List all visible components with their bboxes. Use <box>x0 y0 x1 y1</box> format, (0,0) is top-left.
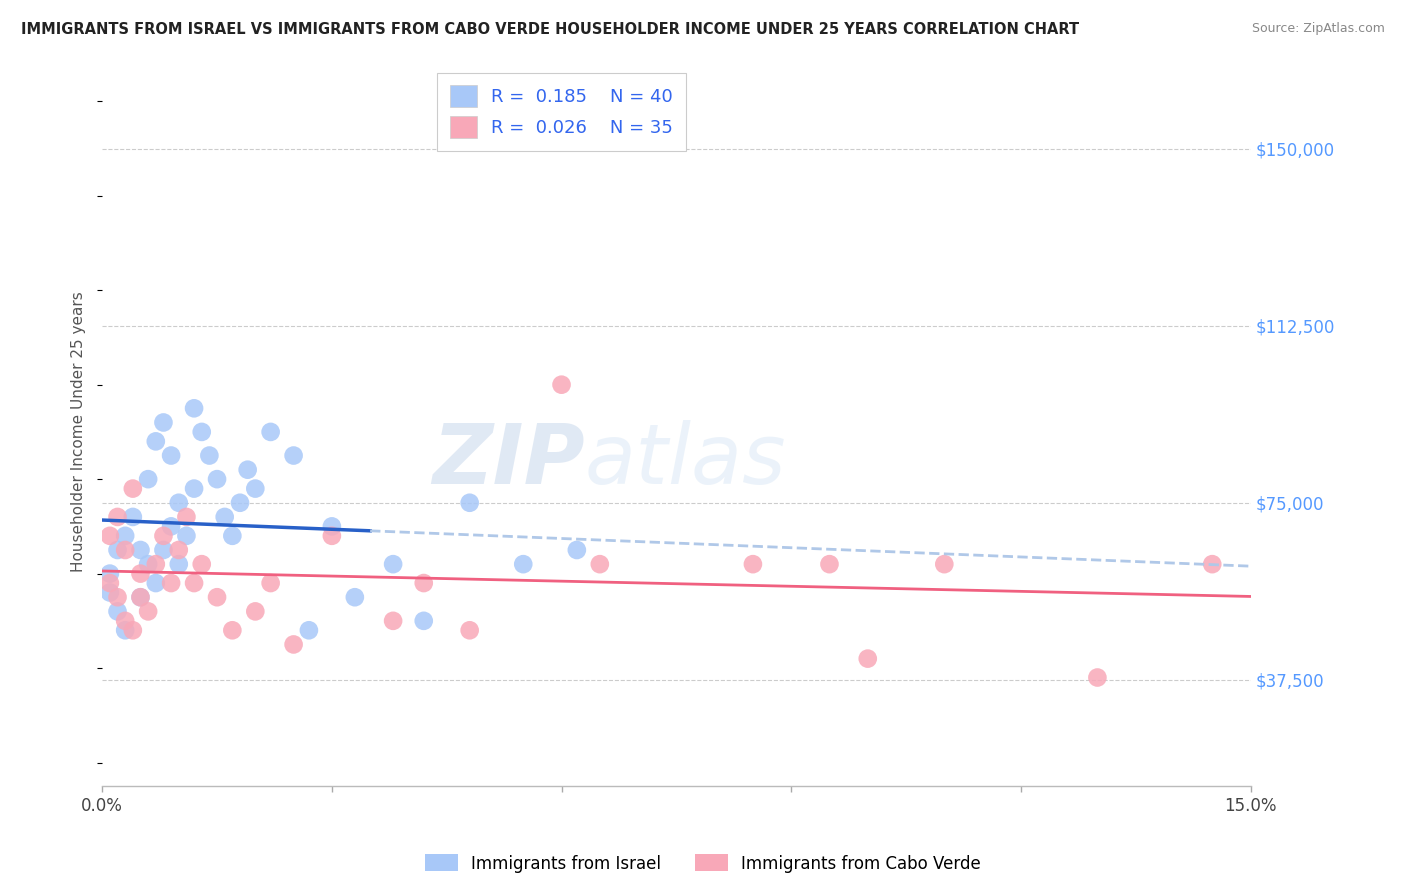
Point <box>236 463 259 477</box>
Point <box>742 557 765 571</box>
Point <box>565 543 588 558</box>
Point <box>298 624 321 638</box>
Point <box>183 401 205 416</box>
Point <box>176 510 198 524</box>
Point <box>818 557 841 571</box>
Point <box>129 566 152 581</box>
Point <box>934 557 956 571</box>
Point <box>259 576 281 591</box>
Point <box>214 510 236 524</box>
Point <box>160 449 183 463</box>
Text: IMMIGRANTS FROM ISRAEL VS IMMIGRANTS FROM CABO VERDE HOUSEHOLDER INCOME UNDER 25: IMMIGRANTS FROM ISRAEL VS IMMIGRANTS FRO… <box>21 22 1080 37</box>
Point <box>160 576 183 591</box>
Point <box>321 519 343 533</box>
Point <box>412 576 434 591</box>
Point <box>121 482 143 496</box>
Point <box>136 557 159 571</box>
Legend: R =  0.185    N = 40, R =  0.026    N = 35: R = 0.185 N = 40, R = 0.026 N = 35 <box>437 72 686 151</box>
Point <box>160 519 183 533</box>
Point <box>129 543 152 558</box>
Point <box>512 557 534 571</box>
Point <box>458 496 481 510</box>
Point <box>152 529 174 543</box>
Point <box>114 543 136 558</box>
Point <box>221 529 243 543</box>
Point <box>114 624 136 638</box>
Point <box>114 614 136 628</box>
Point <box>152 416 174 430</box>
Point <box>121 510 143 524</box>
Point <box>321 529 343 543</box>
Point <box>1087 671 1109 685</box>
Point <box>412 614 434 628</box>
Point <box>550 377 572 392</box>
Point <box>152 543 174 558</box>
Point <box>136 472 159 486</box>
Point <box>283 449 305 463</box>
Point <box>167 496 190 510</box>
Point <box>98 576 121 591</box>
Y-axis label: Householder Income Under 25 years: Householder Income Under 25 years <box>72 292 86 573</box>
Point <box>183 482 205 496</box>
Point <box>136 604 159 618</box>
Point <box>107 591 129 605</box>
Point <box>121 624 143 638</box>
Point <box>259 425 281 439</box>
Point <box>129 591 152 605</box>
Point <box>107 604 129 618</box>
Point <box>190 425 212 439</box>
Point <box>198 449 221 463</box>
Point <box>145 576 167 591</box>
Text: ZIP: ZIP <box>432 420 585 500</box>
Point <box>98 529 121 543</box>
Point <box>245 604 267 618</box>
Point <box>382 614 405 628</box>
Point <box>183 576 205 591</box>
Point <box>458 624 481 638</box>
Point <box>343 591 366 605</box>
Point <box>114 529 136 543</box>
Point <box>229 496 252 510</box>
Point <box>98 585 121 599</box>
Point <box>145 434 167 449</box>
Point <box>221 624 243 638</box>
Text: Source: ZipAtlas.com: Source: ZipAtlas.com <box>1251 22 1385 36</box>
Point <box>382 557 405 571</box>
Point <box>98 566 121 581</box>
Text: atlas: atlas <box>585 420 786 500</box>
Point <box>167 557 190 571</box>
Point <box>205 472 228 486</box>
Point <box>107 510 129 524</box>
Point <box>205 591 228 605</box>
Point <box>129 591 152 605</box>
Point <box>589 557 612 571</box>
Point <box>190 557 212 571</box>
Point <box>283 637 305 651</box>
Point <box>245 482 267 496</box>
Point <box>107 543 129 558</box>
Point <box>856 651 879 665</box>
Point <box>1201 557 1223 571</box>
Point <box>167 543 190 558</box>
Legend: Immigrants from Israel, Immigrants from Cabo Verde: Immigrants from Israel, Immigrants from … <box>418 847 988 880</box>
Point <box>145 557 167 571</box>
Point <box>176 529 198 543</box>
